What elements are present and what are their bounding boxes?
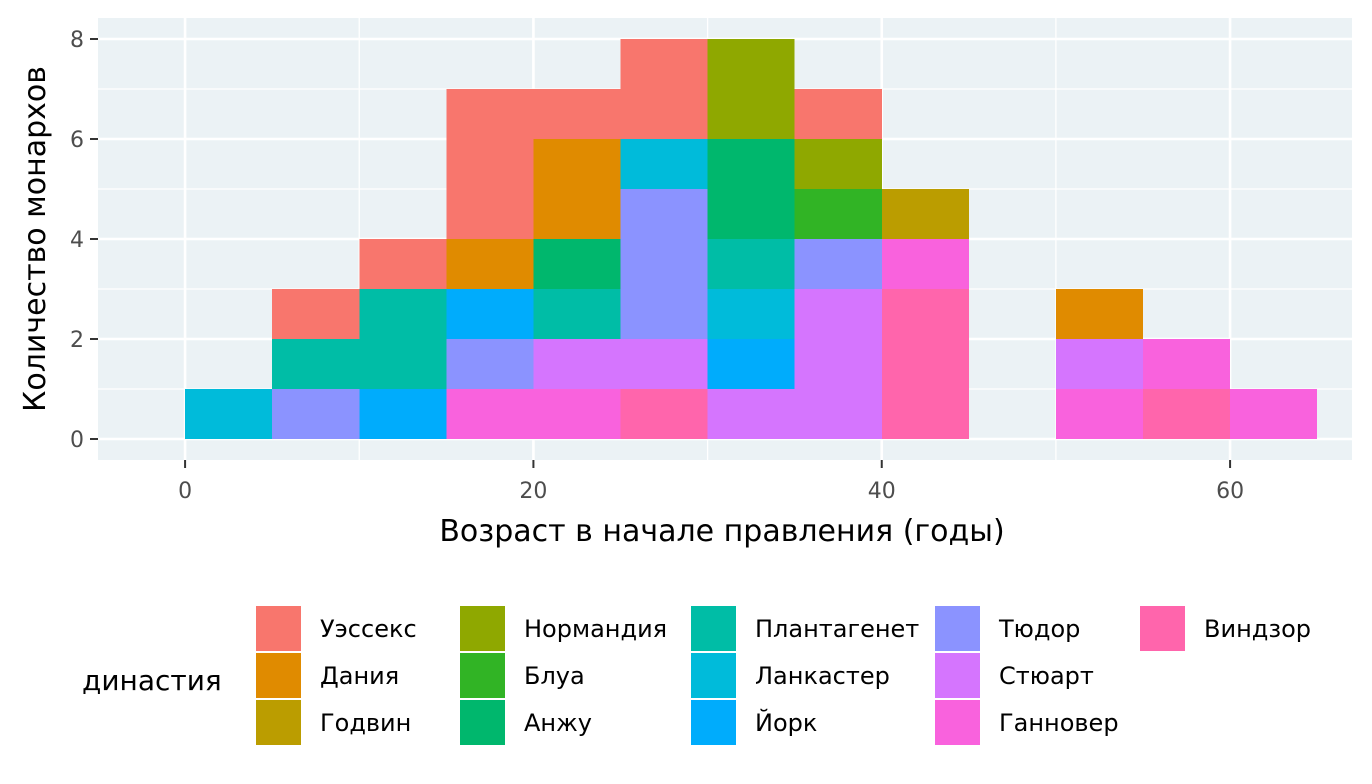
legend-swatch-2 [256, 700, 301, 745]
bar-9-0 [272, 389, 360, 439]
legend-swatch-0 [256, 606, 301, 651]
bar-11-2 [881, 239, 969, 289]
legend-swatch-3 [460, 606, 505, 651]
bar-9-1 [446, 339, 534, 389]
bar-9-3 [794, 239, 882, 289]
bar-3-0 [707, 39, 795, 139]
y-tick-label-3: 6 [70, 128, 84, 153]
bar-4-0 [794, 189, 882, 239]
legend-title: династия [82, 664, 222, 697]
bar-0-3 [533, 89, 621, 139]
x-tick-label-1: 20 [519, 479, 547, 504]
bar-11-4 [1143, 339, 1231, 389]
bar-12-2 [1143, 389, 1231, 439]
legend-label-2: Годвин [320, 709, 411, 737]
bar-1-0 [446, 239, 534, 289]
legend-label-1: Дания [320, 662, 399, 690]
bar-2-0 [881, 189, 969, 239]
legend-swatch-7 [691, 653, 736, 698]
x-tick-label-3: 60 [1216, 479, 1244, 504]
legend-swatch-11 [935, 700, 980, 745]
bar-0-0 [272, 289, 360, 339]
legend-label-12: Виндзор [1204, 615, 1311, 643]
bar-10-1 [620, 339, 708, 389]
legend-swatch-9 [935, 606, 980, 651]
legend-swatch-12 [1140, 606, 1185, 651]
axes: 0 2 4 6 8 0 20 40 60 [70, 28, 1244, 504]
bar-10-4 [1055, 339, 1143, 389]
y-tick-label-4: 8 [70, 28, 84, 53]
legend-items: Уэссекс Дания Годвин Нормандия Блуа Анжу Плант… [256, 606, 1311, 745]
x-axis-title: Возраст в начале правления (годы) [439, 514, 1004, 549]
legend: династия Уэссекс Дания Годвин Нормандия Блуа… [82, 606, 1311, 745]
bar-7-1 [620, 139, 708, 189]
bar-0-5 [794, 89, 882, 139]
bar-10-2 [707, 389, 795, 439]
bar-1-2 [1055, 289, 1143, 339]
legend-swatch-4 [460, 653, 505, 698]
bar-9-2 [620, 189, 708, 339]
legend-label-10: Стюарт [999, 662, 1094, 690]
bar-6-2 [533, 289, 621, 339]
histogram-bars [185, 39, 1318, 439]
bar-0-2 [446, 89, 534, 239]
legend-label-9: Тюдор [998, 615, 1080, 643]
legend-swatch-5 [460, 700, 505, 745]
legend-label-6: Плантагенет [755, 615, 919, 643]
bar-12-0 [620, 389, 708, 439]
legend-swatch-1 [256, 653, 301, 698]
legend-label-11: Ганновер [999, 709, 1119, 737]
legend-label-4: Блуа [524, 662, 585, 690]
bar-10-3 [794, 289, 882, 439]
legend-label-5: Анжу [524, 709, 592, 737]
x-tick-label-0: 0 [178, 479, 192, 504]
bar-6-1 [359, 289, 447, 389]
legend-label-7: Ланкастер [755, 662, 890, 690]
bar-6-0 [272, 339, 360, 389]
legend-swatch-10 [935, 653, 980, 698]
legend-label-3: Нормандия [524, 615, 667, 643]
bar-3-1 [794, 139, 882, 189]
bar-8-1 [446, 289, 534, 339]
legend-swatch-8 [691, 700, 736, 745]
legend-label-0: Уэссекс [320, 615, 417, 643]
bar-7-0 [185, 389, 273, 439]
bar-11-3 [1055, 389, 1143, 439]
bar-8-0 [359, 389, 447, 439]
bar-8-2 [707, 339, 795, 389]
y-axis-title: Количество монархов [18, 66, 53, 412]
bar-12-1 [881, 289, 969, 439]
x-tick-label-2: 40 [868, 479, 896, 504]
bar-7-2 [707, 289, 795, 339]
bar-10-0 [533, 339, 621, 389]
bar-11-1 [533, 389, 621, 439]
legend-label-8: Йорк [755, 708, 817, 737]
bar-0-4 [620, 39, 708, 139]
bar-6-3 [707, 239, 795, 289]
bar-5-1 [707, 139, 795, 239]
bar-11-0 [446, 389, 534, 439]
y-tick-label-1: 2 [70, 328, 84, 353]
bar-0-1 [359, 239, 447, 289]
bar-11-5 [1230, 389, 1318, 439]
bar-1-1 [533, 139, 621, 239]
legend-swatch-6 [691, 606, 736, 651]
bar-5-0 [533, 239, 621, 289]
y-tick-label-2: 4 [70, 228, 84, 253]
y-tick-label-0: 0 [70, 428, 84, 453]
